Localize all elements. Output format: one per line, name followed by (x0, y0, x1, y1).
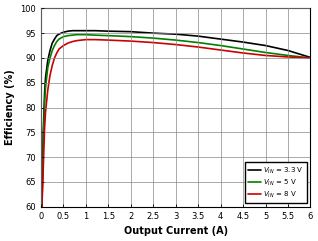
$V_{IN}$ = 5 V (41, 141, 45, 144)
$V_{IN}$ = 3.3 V (57, 33, 61, 36)
Legend: $V_{IN}$ = 3.3 V, $V_{IN}$ = 5 V, $V_{IN}$ = 8 V: $V_{IN}$ = 3.3 V, $V_{IN}$ = 5 V, $V_{IN… (245, 162, 307, 203)
Y-axis label: Efficiency (%): Efficiency (%) (5, 70, 15, 145)
$V_{IN}$ = 3.3 V (196, 35, 200, 38)
$V_{IN}$ = 3.3 V (48, 49, 52, 52)
$V_{IN}$ = 5 V (93, 34, 97, 37)
$V_{IN}$ = 8 V (71, 40, 74, 43)
$V_{IN}$ = 8 V (57, 47, 61, 50)
$V_{IN}$ = 3.3 V (93, 29, 97, 32)
$V_{IN}$ = 5 V (71, 34, 74, 37)
$V_{IN}$ = 3.3 V (71, 29, 74, 32)
$V_{IN}$ = 8 V (44, 111, 47, 114)
$V_{IN}$ = 8 V (41, 166, 45, 168)
$V_{IN}$ = 8 V (52, 56, 56, 59)
$V_{IN}$ = 8 V (93, 38, 97, 41)
$V_{IN}$ = 3.3 V (75, 29, 79, 32)
$V_{IN}$ = 3.3 V (219, 38, 223, 40)
$V_{IN}$ = 8 V (48, 74, 52, 77)
$V_{IN}$ = 5 V (52, 44, 56, 47)
$V_{IN}$ = 5 V (44, 86, 47, 89)
$V_{IN}$ = 5 V (46, 67, 50, 69)
$V_{IN}$ = 5 V (62, 35, 66, 38)
$V_{IN}$ = 5 V (174, 39, 178, 41)
$V_{IN}$ = 5 V (151, 37, 155, 40)
$V_{IN}$ = 5 V (55, 40, 59, 43)
$V_{IN}$ = 8 V (308, 56, 312, 59)
$V_{IN}$ = 8 V (196, 46, 200, 48)
$V_{IN}$ = 8 V (75, 39, 79, 42)
$V_{IN}$ = 3.3 V (44, 76, 47, 79)
$V_{IN}$ = 8 V (84, 38, 88, 41)
$V_{IN}$ = 8 V (43, 126, 46, 129)
$V_{IN}$ = 3.3 V (286, 49, 290, 52)
$V_{IN}$ = 3.3 V (107, 30, 110, 33)
$V_{IN}$ = 3.3 V (151, 32, 155, 35)
$V_{IN}$ = 8 V (286, 55, 290, 58)
$V_{IN}$ = 5 V (196, 41, 200, 44)
$V_{IN}$ = 5 V (219, 44, 223, 47)
$V_{IN}$ = 8 V (129, 40, 133, 43)
$V_{IN}$ = 5 V (43, 101, 46, 104)
$V_{IN}$ = 5 V (57, 38, 61, 40)
$V_{IN}$ = 5 V (75, 33, 79, 36)
$V_{IN}$ = 8 V (50, 64, 54, 67)
$V_{IN}$ = 5 V (48, 56, 52, 59)
$V_{IN}$ = 3.3 V (129, 30, 133, 33)
$V_{IN}$ = 8 V (219, 49, 223, 52)
$V_{IN}$ = 3.3 V (66, 30, 70, 33)
$V_{IN}$ = 5 V (66, 34, 70, 37)
Line: $V_{IN}$ = 3.3 V: $V_{IN}$ = 3.3 V (42, 31, 310, 207)
$V_{IN}$ = 3.3 V (52, 38, 56, 40)
$V_{IN}$ = 3.3 V (50, 42, 54, 45)
$V_{IN}$ = 8 V (241, 52, 245, 54)
$V_{IN}$ = 5 V (308, 56, 312, 59)
Line: $V_{IN}$ = 8 V: $V_{IN}$ = 8 V (42, 40, 310, 207)
$V_{IN}$ = 8 V (40, 205, 44, 208)
$V_{IN}$ = 8 V (66, 42, 70, 45)
$V_{IN}$ = 8 V (55, 52, 59, 54)
$V_{IN}$ = 5 V (84, 33, 88, 36)
$V_{IN}$ = 8 V (46, 89, 50, 92)
$V_{IN}$ = 5 V (264, 51, 267, 54)
$V_{IN}$ = 5 V (50, 49, 54, 52)
$V_{IN}$ = 3.3 V (46, 59, 50, 62)
$V_{IN}$ = 5 V (241, 47, 245, 50)
$V_{IN}$ = 3.3 V (84, 29, 88, 32)
$V_{IN}$ = 3.3 V (308, 56, 312, 59)
X-axis label: Output Current (A): Output Current (A) (124, 226, 228, 236)
$V_{IN}$ = 8 V (151, 41, 155, 44)
$V_{IN}$ = 3.3 V (43, 91, 46, 94)
$V_{IN}$ = 3.3 V (264, 44, 267, 47)
$V_{IN}$ = 8 V (174, 43, 178, 46)
$V_{IN}$ = 3.3 V (41, 131, 45, 134)
$V_{IN}$ = 5 V (107, 34, 110, 37)
$V_{IN}$ = 3.3 V (62, 31, 66, 33)
$V_{IN}$ = 5 V (129, 35, 133, 38)
$V_{IN}$ = 3.3 V (40, 205, 44, 208)
Line: $V_{IN}$ = 5 V: $V_{IN}$ = 5 V (42, 35, 310, 207)
$V_{IN}$ = 3.3 V (241, 41, 245, 44)
$V_{IN}$ = 5 V (286, 54, 290, 57)
$V_{IN}$ = 3.3 V (55, 34, 59, 37)
$V_{IN}$ = 5 V (40, 205, 44, 208)
$V_{IN}$ = 3.3 V (174, 33, 178, 36)
$V_{IN}$ = 8 V (107, 39, 110, 41)
$V_{IN}$ = 8 V (62, 44, 66, 47)
$V_{IN}$ = 8 V (264, 54, 267, 57)
